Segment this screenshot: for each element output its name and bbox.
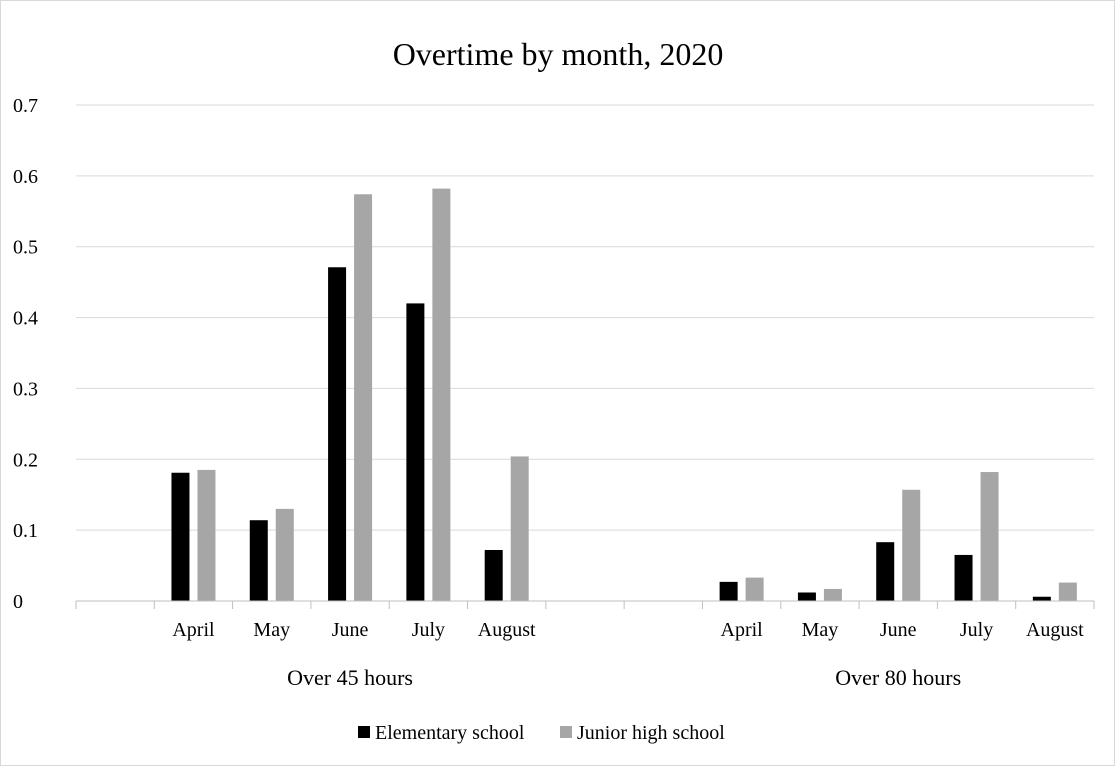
bar-junior-high-august xyxy=(510,456,529,601)
bar-elementary-august xyxy=(484,549,503,601)
y-tick-label: 0.2 xyxy=(13,449,38,471)
legend-swatch xyxy=(358,726,370,738)
x-category-label: April xyxy=(172,619,215,641)
bars xyxy=(171,188,1077,601)
y-tick-label: 0.5 xyxy=(13,237,38,259)
bar-elementary-july xyxy=(406,303,425,601)
y-tick-label: 0.3 xyxy=(13,378,38,400)
legend-swatch xyxy=(560,726,572,738)
x-category-label: April xyxy=(721,619,764,641)
bar-junior-high-june xyxy=(354,194,373,601)
bar-elementary-may xyxy=(797,592,816,601)
y-tick-label: 0.1 xyxy=(13,520,38,542)
x-group-label: Over 45 hours xyxy=(287,665,413,690)
gridlines xyxy=(76,104,1094,531)
bar-elementary-april xyxy=(171,472,190,601)
bar-junior-high-may xyxy=(823,588,842,601)
x-category-label: June xyxy=(880,619,917,641)
legend-label: Elementary school xyxy=(375,722,525,744)
legend: Elementary school Junior high school xyxy=(358,722,725,744)
chart-title: Overtime by month, 2020 xyxy=(393,36,724,72)
bar-junior-high-august xyxy=(1058,582,1077,601)
bar-junior-high-april xyxy=(745,577,764,601)
x-category-label: July xyxy=(960,619,993,641)
bar-junior-high-july xyxy=(980,472,999,601)
bar-junior-high-april xyxy=(197,469,216,601)
x-category-label: June xyxy=(332,619,369,641)
y-tick-label: 0.6 xyxy=(13,166,38,188)
y-tick-label: 0 xyxy=(13,591,23,613)
x-category-label: July xyxy=(412,619,445,641)
x-category-label: August xyxy=(478,619,536,641)
bar-junior-high-may xyxy=(275,508,294,601)
bar-elementary-june xyxy=(328,267,347,601)
x-axis: April May June July August Over 45 hours April… xyxy=(75,600,1095,690)
y-tick-label: 0.7 xyxy=(13,95,38,117)
bar-junior-high-july xyxy=(432,188,451,601)
bar-junior-high-june xyxy=(902,489,921,601)
x-group-label: Over 80 hours xyxy=(835,665,961,690)
x-category-label: May xyxy=(802,619,839,641)
y-tick-label: 0.4 xyxy=(13,308,38,330)
legend-label: Junior high school xyxy=(577,722,725,744)
x-category-label: May xyxy=(253,619,290,641)
bar-elementary-may xyxy=(249,520,268,601)
x-category-label: August xyxy=(1026,619,1084,641)
y-axis-ticks: 0 0.1 0.2 0.3 0.4 0.5 0.6 0.7 xyxy=(13,95,38,613)
bar-elementary-june xyxy=(876,542,895,601)
bar-elementary-april xyxy=(719,581,738,601)
bar-elementary-august xyxy=(1032,596,1051,601)
bar-elementary-july xyxy=(954,554,973,601)
